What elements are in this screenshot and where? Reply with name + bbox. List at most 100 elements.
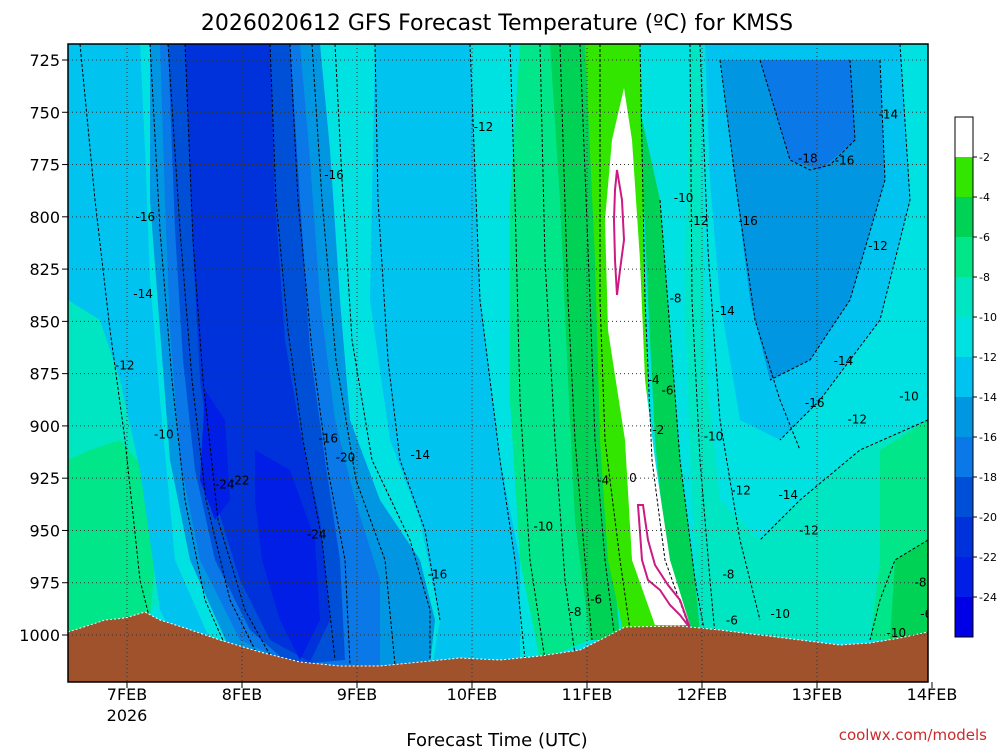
colorbar-label: -8 [979,271,990,284]
y-tick-label: 975 [29,574,60,593]
contour-label: -24 [307,528,327,542]
contour-label: -10 [770,607,790,621]
colorbar-label: -10 [979,311,997,324]
contour-label: -10 [887,626,907,640]
credit-link[interactable]: coolwx.com/models [839,726,987,744]
contour-label: -10 [674,191,694,205]
contour-label: -12 [868,239,888,253]
y-tick-label: 900 [29,417,60,436]
contour-label: -16 [136,210,156,224]
contour-west-7 [311,44,396,666]
contour-label: -12 [115,358,135,372]
contour-east-4 [759,59,856,171]
contour-label: -12 [799,523,819,537]
y-tick-label: 825 [29,260,60,279]
contour-label: -18 [798,151,818,165]
x-axis: 7FEB 8FEB 9FEB 10FEB 11FEB 12FEB 13FEB 14FEB [107,682,958,704]
colorbar-segment [955,117,973,157]
contour-label: -14 [715,304,735,318]
x-tick-label: 11FEB [562,685,613,704]
contour-label: -4 [648,373,660,387]
contour-west-3 [167,44,256,651]
contour-lines [79,44,928,666]
contour-label: 0 [629,471,637,485]
contour-label: -20 [336,450,356,464]
contour-label: -10 [154,427,174,441]
contour-label: -10 [704,429,724,443]
colorbar-segment [955,597,973,637]
x-tick-label: 12FEB [677,685,728,704]
contour-west-8 [334,44,431,665]
colorbar-label: -18 [979,471,997,484]
contour-center-7 [639,44,691,631]
contour-west-2 [149,44,226,646]
chart-title: 2026020612 GFS Forecast Temperature (ºC)… [201,11,793,36]
contour-east-8 [869,539,928,641]
contour-label: -12 [689,214,709,228]
contour-label: -16 [428,567,448,581]
contour-east-5 [769,59,886,381]
y-tick-label: 750 [29,103,60,122]
y-tick-label: 775 [29,156,60,175]
y-tick-label: 800 [29,208,60,227]
y-tick-label: 925 [29,469,60,488]
contour-west-1 [79,44,151,621]
contour-east-2 [699,44,761,621]
contour-center-6 [599,44,631,631]
contour-label: -14 [878,107,898,121]
plot-area: -12-16-16-14-12-10-24-22-16-20 -14-24-16-… [68,44,932,682]
colorbar-segment [955,397,973,437]
contour-label: -4 [597,473,609,487]
colorbar-segment [955,517,973,557]
contour-label: -2 [652,423,664,437]
grid [68,44,928,682]
y-tick-label: 1000 [19,626,60,645]
contour-label: -16 [835,153,855,167]
colorbar-label: -12 [979,351,997,364]
contour-east-7 [759,419,928,541]
colorbar-segment [955,557,973,597]
contour-label: -8 [670,291,682,305]
band-minus-8-center [550,44,620,640]
x-tick-label: 14FEB [907,685,958,704]
contour-center-2 [509,44,546,661]
contour-center-8 [659,199,706,636]
contour-label: -6 [920,607,932,621]
band-minus-14 [68,44,520,682]
contour-east-6 [779,44,911,441]
colorbar-label: -14 [979,391,997,404]
band-minus-8-east [890,540,928,640]
colorbar-label: -24 [979,591,997,604]
x-tick-label: 9FEB [337,685,377,704]
contour-label: -12 [847,413,867,427]
contour-label: -22 [230,473,250,487]
y-tick-label: 725 [29,51,60,70]
contour-label: -6 [590,592,602,606]
contour-label: -16 [318,431,338,445]
colorbar-segment [955,197,973,237]
contour-label: -14 [834,354,854,368]
y-tick-label: 850 [29,312,60,331]
contour-center-4 [559,44,593,641]
contour-label: -24 [215,477,235,491]
contour-west-5 [269,44,336,661]
x-tick-label: 8FEB [222,685,262,704]
terrain [68,611,928,682]
contour-east-1 [689,44,716,636]
contour-center-3 [539,44,576,656]
x-tick-label: 10FEB [447,685,498,704]
colorbar-label: -20 [979,511,997,524]
band-minus-10-center [510,44,590,660]
band-above-minus-2 [605,88,690,625]
colorbar-segment [955,157,973,197]
contour-label: -14 [778,488,798,502]
contour-label: -8 [915,576,927,590]
x-axis-label: Forecast Time (UTC) [406,730,587,750]
colorbar-label: -2 [979,151,990,164]
contour-labels: -12-16-16-14-12-10-24-22-16-20 -14-24-16-… [115,107,932,640]
contour-label: -10 [533,519,553,533]
contour-east-3 [719,59,801,451]
colorbar-segment [955,237,973,277]
colorbar-segment [955,437,973,477]
